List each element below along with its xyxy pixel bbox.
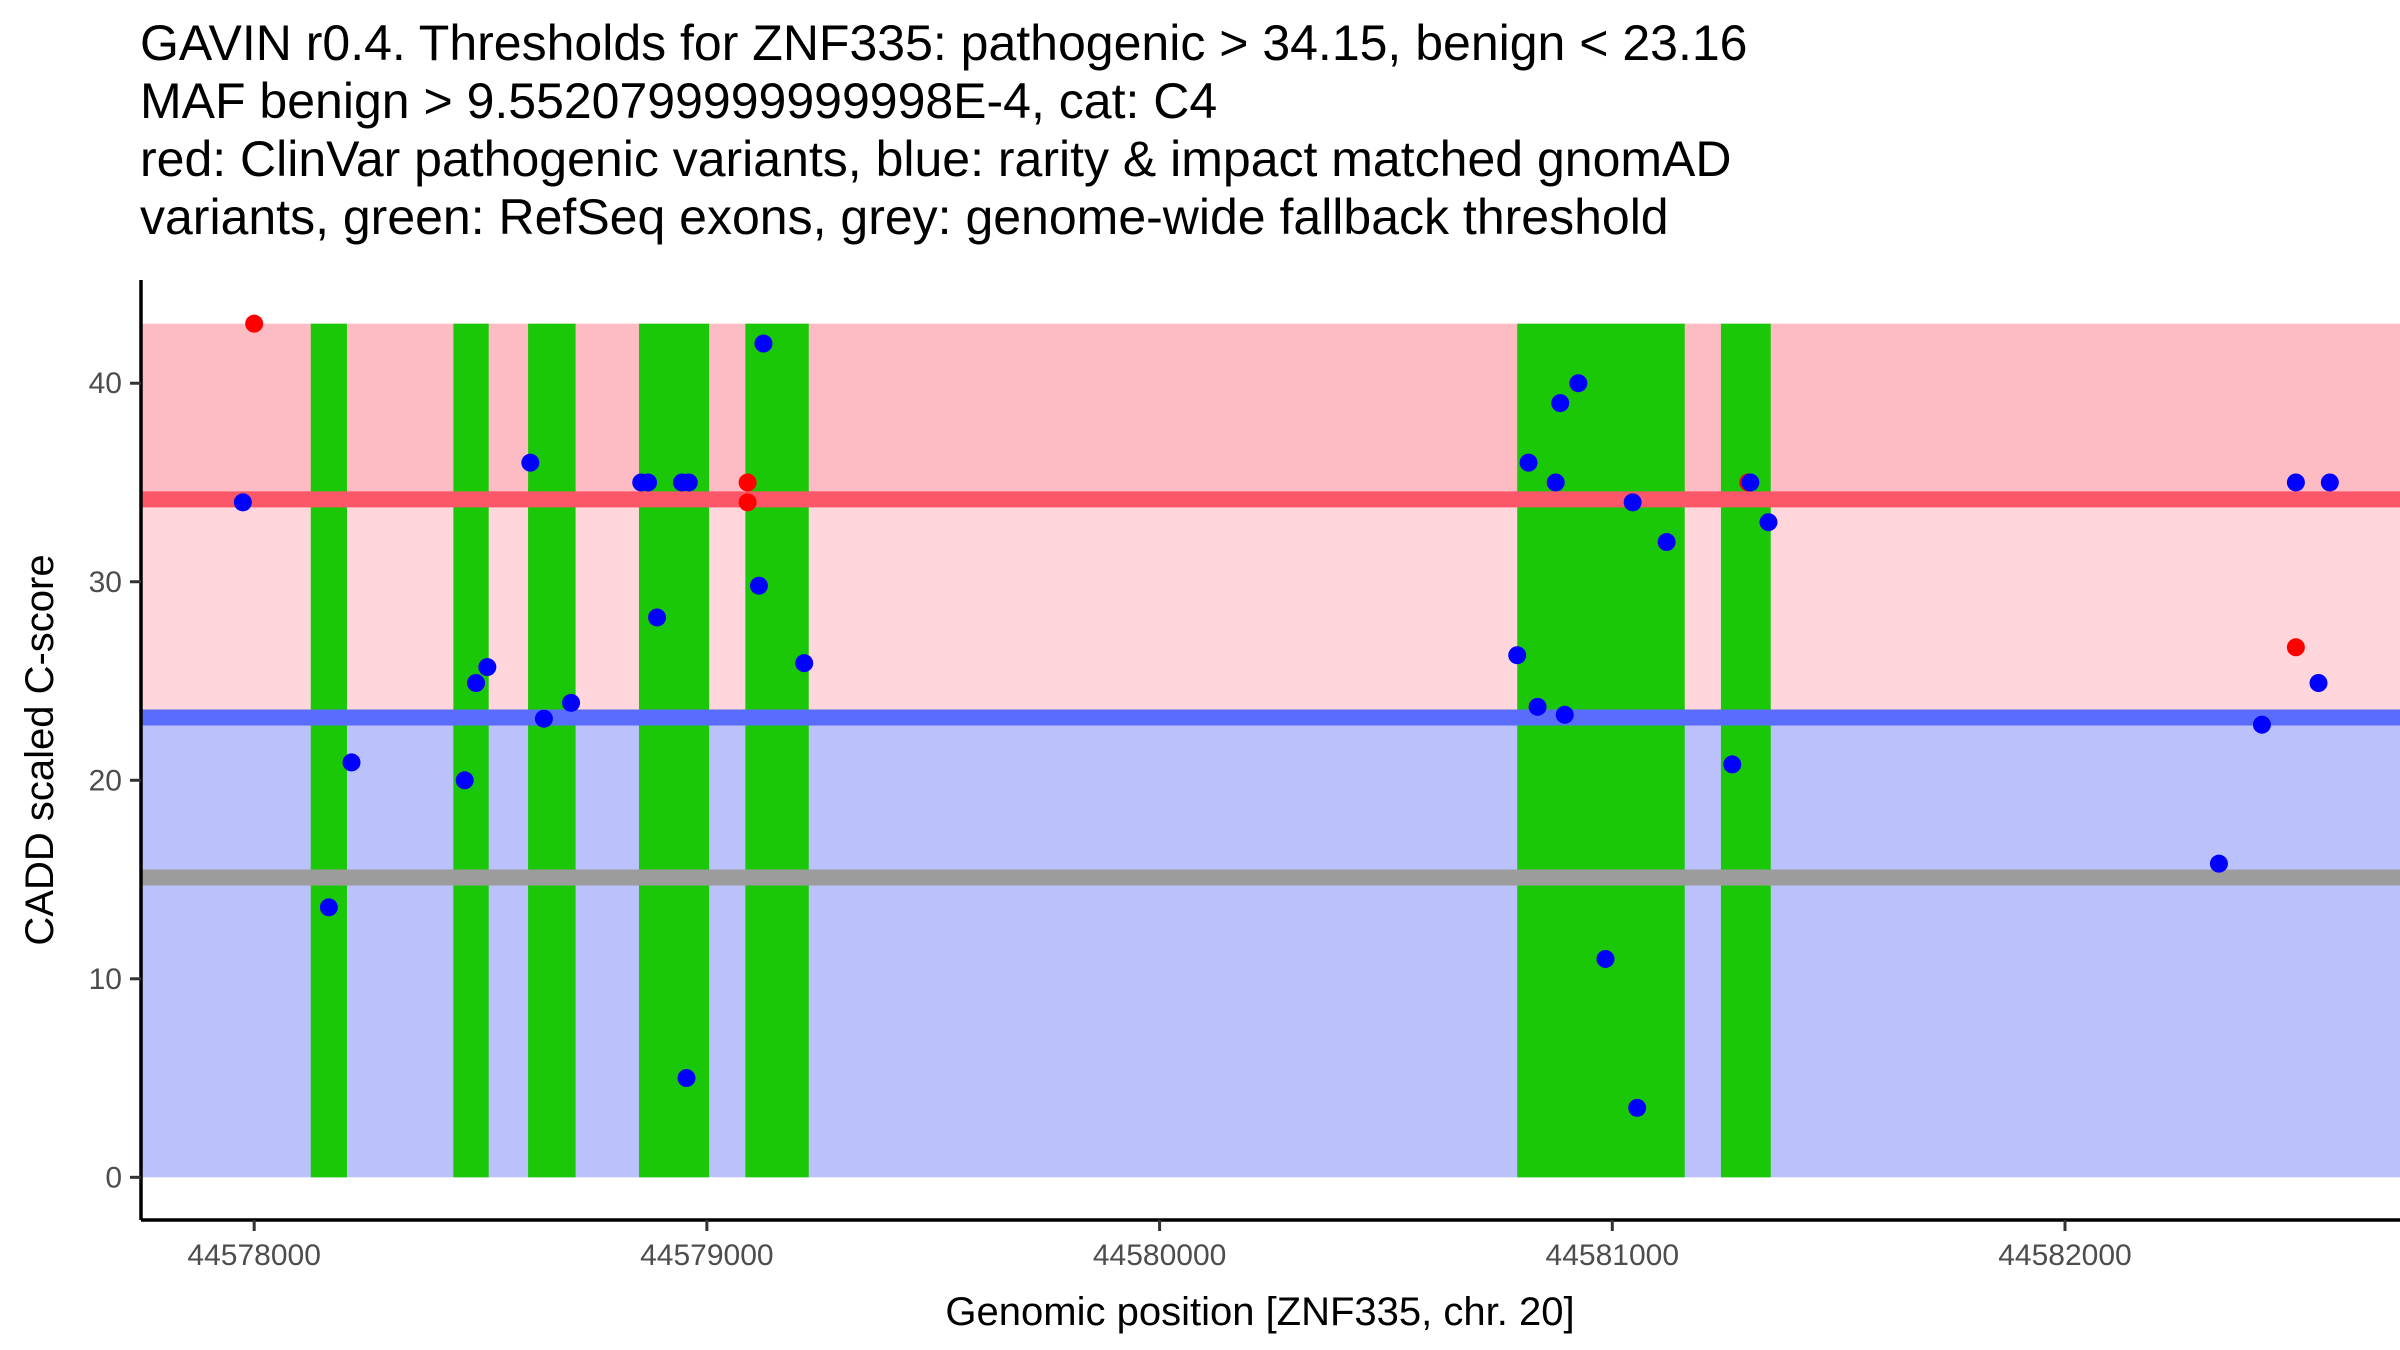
clinvar-point-1 <box>245 314 264 333</box>
gnomad-point-36 <box>2309 673 2328 692</box>
title-line-3: red: ClinVar pathogenic variants, blue: … <box>140 131 1732 187</box>
gnomad-point-11 <box>639 473 658 492</box>
gnomad-point-12 <box>648 608 667 627</box>
y-tick-label: 10 <box>89 963 122 996</box>
gnomad-point-15 <box>677 1069 696 1088</box>
gnomad-point-1 <box>233 493 252 512</box>
y-tick-label: 40 <box>89 367 122 400</box>
gnomad-point-23 <box>1551 394 1570 413</box>
axis-ticks: 44578000 44579000 44580000 44581000 44582000… <box>89 367 2132 1272</box>
gnomad-point-25 <box>1569 374 1588 393</box>
y-tick-label: 0 <box>105 1161 122 1194</box>
axes <box>139 280 2400 1222</box>
vus-zone-band <box>141 499 2400 718</box>
gnomad-point-32 <box>1759 513 1778 532</box>
x-tick-label: 44580000 <box>1093 1239 1226 1272</box>
gnomad-point-7 <box>521 453 540 472</box>
gnomad-point-28 <box>1628 1098 1647 1117</box>
gnomad-point-37 <box>2320 473 2339 492</box>
gnomad-point-9 <box>562 693 581 712</box>
variant-points <box>233 314 2339 1117</box>
x-tick-label: 44582000 <box>1998 1239 2131 1272</box>
gnomad-point-27 <box>1623 493 1642 512</box>
gnomad-point-21 <box>1528 697 1547 716</box>
gnomad-point-6 <box>478 658 497 677</box>
chart-title: GAVIN r0.4. Thresholds for ZNF335: patho… <box>140 14 1747 246</box>
threshold-bands <box>141 323 2400 1178</box>
exon-regions <box>310 323 1771 1178</box>
clinvar-point-5 <box>2286 638 2305 657</box>
gnomad-point-35 <box>2286 473 2305 492</box>
gnomad-point-34 <box>2252 715 2271 734</box>
y-tick-label: 30 <box>89 566 122 599</box>
gnomad-point-8 <box>534 709 553 728</box>
gnomad-point-17 <box>754 334 773 353</box>
clinvar-point-3 <box>738 493 757 512</box>
gnomad-point-20 <box>1519 453 1538 472</box>
gnomad-point-22 <box>1546 473 1565 492</box>
benign-zone-band <box>141 717 2400 1178</box>
clinvar-point-2 <box>738 473 757 492</box>
pathogenic-zone-band <box>141 323 2400 500</box>
title-line-4: variants, green: RefSeq exons, grey: gen… <box>140 189 1669 245</box>
x-tick-label: 44579000 <box>640 1239 773 1272</box>
exon-5 <box>745 323 809 1178</box>
x-tick-label: 44578000 <box>187 1239 320 1272</box>
gnomad-point-16 <box>749 576 768 595</box>
gnomad-point-24 <box>1555 705 1574 724</box>
title-line-1: GAVIN r0.4. Thresholds for ZNF335: patho… <box>140 15 1748 71</box>
exon-6 <box>1517 323 1685 1178</box>
gnomad-point-3 <box>342 753 361 772</box>
exon-4 <box>638 323 710 1178</box>
exon-7 <box>1720 323 1771 1178</box>
threshold-lines <box>141 491 2400 886</box>
gnomad-point-30 <box>1723 755 1742 774</box>
gnomad-point-26 <box>1596 949 1615 968</box>
gnomad-point-5 <box>467 673 486 692</box>
gnomad-point-31 <box>1741 473 1760 492</box>
exon-2 <box>453 323 489 1178</box>
gnomad-point-33 <box>2209 854 2228 873</box>
x-tick-label: 44581000 <box>1546 1239 1679 1272</box>
exon-3 <box>528 323 576 1178</box>
y-axis-title: CADD scaled C-score <box>18 554 62 945</box>
gnomad-point-29 <box>1657 533 1676 552</box>
x-axis-title: Genomic position [ZNF335, chr. 20] <box>945 1290 1574 1334</box>
y-tick-label: 20 <box>89 764 122 797</box>
gnomad-point-4 <box>455 771 474 790</box>
exon-1 <box>310 323 347 1178</box>
title-line-2: MAF benign > 9.5520799999999998E-4, cat:… <box>140 73 1218 129</box>
gnomad-point-14 <box>679 473 698 492</box>
gnomad-point-18 <box>795 654 814 673</box>
gnomad-point-19 <box>1508 646 1527 665</box>
gnomad-point-2 <box>319 898 338 917</box>
